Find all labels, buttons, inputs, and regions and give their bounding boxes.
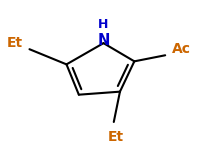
Text: Et: Et [107, 130, 123, 144]
Text: Et: Et [7, 36, 23, 50]
Text: Ac: Ac [171, 42, 190, 56]
Text: N: N [97, 33, 109, 48]
Text: H: H [98, 19, 108, 32]
